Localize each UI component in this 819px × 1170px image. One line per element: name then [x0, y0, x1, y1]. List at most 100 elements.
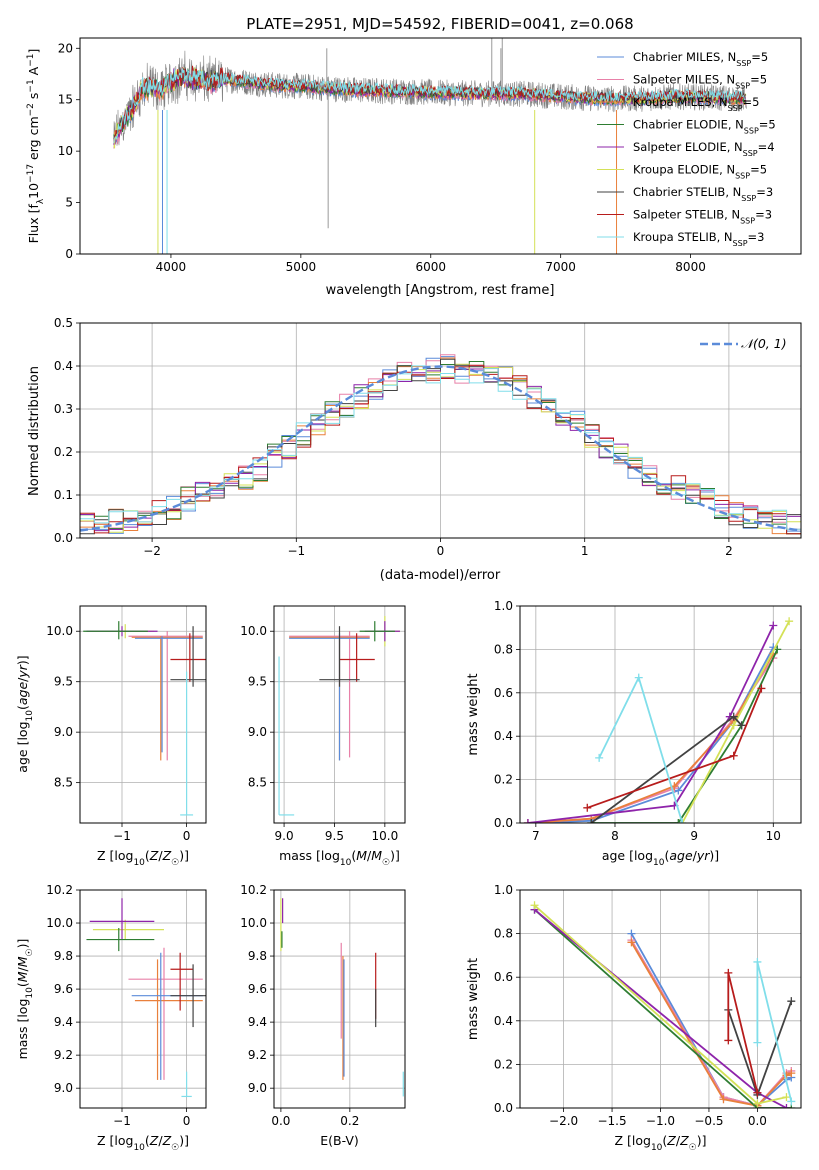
weight-marker: [787, 1069, 796, 1078]
y-axis-label-part: erg cm: [26, 116, 41, 164]
chart-spectrum: 4000 5000 6000 7000 8000 0 5 10 15 20 PLATE=2951, …: [26, 15, 802, 298]
x-tick-label: −1: [113, 1114, 131, 1128]
legend-label: Kroupa STELIB, NSSP=3: [633, 230, 764, 248]
x-axis-label-part: (: [145, 848, 150, 863]
y-axis-label-part: /: [15, 966, 30, 971]
x-tick-label: 10.0: [371, 829, 398, 843]
legend-label: Salpeter STELIB, NSSP=3: [633, 208, 772, 226]
axes-frame: [273, 605, 406, 824]
y-axis-label-part: 10: [25, 710, 35, 722]
legend-label-base: Salpeter ELODIE, N: [633, 140, 743, 154]
legend-label: Kroupa ELODIE, NSSP=5: [633, 163, 767, 181]
axes-frame: [79, 322, 802, 539]
chart-residuals: −2 −1 0 1 2 0.0 0.1 0.2 0.3 0.4 0.5 𝒩(0, 1) (data-mo…: [27, 316, 802, 583]
x-tick-label: 9.0: [275, 829, 294, 843]
legend-label-sub: SSP: [735, 81, 750, 90]
x-axis-label-part: M: [356, 848, 367, 863]
x-axis-label: Z [log10(Z/Z☉)]: [97, 848, 189, 868]
y-tick-label: 10.0: [46, 624, 73, 638]
weight-marker: [787, 997, 796, 1006]
legend-label-sub: SSP: [728, 104, 743, 113]
x-axis-label-part: mass [log: [279, 848, 340, 863]
legend-label-sub: SSP: [736, 59, 751, 68]
y-axis-label-part: age [log: [15, 721, 30, 772]
weight-line: [527, 625, 775, 823]
x-axis-label: Z [log10(Z/Z☉)]: [97, 1133, 189, 1153]
x-tick-label: 8: [611, 829, 619, 843]
y-axis-label-part: A: [26, 66, 41, 79]
x-tick-label: 10: [766, 829, 781, 843]
weight-line: [630, 939, 792, 1107]
y-tick-label: 9.8: [248, 949, 267, 963]
legend-label-base: Chabrier STELIB, N: [633, 185, 741, 199]
x-axis-label-part: Z: [149, 848, 159, 863]
x-tick-label: −0.5: [694, 1114, 723, 1128]
y-axis-label-part: )]: [15, 655, 30, 665]
y-axis-label-part: λ: [36, 198, 46, 204]
y-tick-label: 9.5: [54, 675, 73, 689]
weight-marker: [737, 721, 746, 730]
weight-line: [533, 908, 792, 1108]
x-axis-label: mass [log10(M/M☉)]: [279, 848, 400, 868]
y-axis-label-part: (: [15, 982, 30, 987]
y-tick-label: 5: [65, 196, 73, 210]
x-tick-label: 6000: [415, 260, 446, 274]
y-tick-label: 9.6: [248, 982, 267, 996]
y-tick-label: 9.2: [248, 1048, 267, 1062]
legend-label: Kroupa MILES, NSSP=5: [633, 95, 759, 113]
legend-label: Salpeter ELODIE, NSSP=4: [633, 140, 775, 158]
y-tick-label: 9.0: [248, 725, 267, 739]
y-tick-label: 0.0: [494, 1101, 513, 1115]
weight-marker: [729, 712, 738, 721]
x-axis-label-part: ☉: [382, 858, 390, 868]
y-tick-label: 15: [58, 93, 73, 107]
x-axis-label-part: 10: [133, 858, 145, 868]
legend-label: Chabrier STELIB, NSSP=3: [633, 185, 773, 203]
weight-marker: [719, 1095, 728, 1104]
weight-marker: [782, 1093, 791, 1102]
x-tick-label: 9: [690, 829, 698, 843]
x-tick-label: 0.2: [340, 1114, 359, 1128]
y-tick-label: 9.4: [248, 1015, 267, 1029]
weight-marker: [587, 819, 596, 823]
legend-label-sub: SSP: [744, 126, 759, 135]
y-axis-label-part: /: [15, 677, 30, 682]
chart-mass-vs-EBV: 0.0 0.2 9.0 9.2 9.4 9.6 9.8 10.0 10.2 E(B-V): [240, 883, 406, 1148]
x-axis-label-part: E(B-V): [320, 1133, 359, 1148]
weight-marker: [724, 1036, 733, 1045]
legend-label-sub: SSP: [741, 194, 756, 203]
residual-histogram: [80, 358, 801, 535]
y-tick-label: 8.5: [248, 776, 267, 790]
chart-title: PLATE=2951, MJD=54592, FIBERID=0041, z=0…: [246, 15, 633, 33]
y-tick-label: 10.0: [240, 916, 267, 930]
y-axis-label: Flux [fλ10−17 erg cm−2 s−1 A−1]: [26, 49, 46, 244]
x-tick-label: 1: [581, 544, 589, 558]
y-tick-label: 0.3: [54, 402, 73, 416]
y-tick-label: 1.0: [494, 599, 513, 613]
x-axis-label-part: )]: [179, 1133, 189, 1148]
axes-frame: [79, 37, 802, 255]
x-tick-label: −1: [113, 829, 131, 843]
legend-label-sub: SSP: [733, 239, 748, 248]
weight-marker: [753, 1088, 762, 1097]
y-tick-label: 0.4: [494, 1014, 513, 1028]
y-axis-label: mass [log10(M/M☉)]: [15, 939, 35, 1060]
legend-label-tail: =5: [743, 95, 760, 109]
y-tick-label: 0.6: [494, 970, 513, 984]
weight-marker: [634, 673, 643, 682]
y-tick-label: 0.0: [494, 816, 513, 830]
weight-line: [527, 657, 775, 823]
chart-weight-vs-Z: −2.0 −1.5 −1.0 −0.5 0.0 0.0 0.2 0.4 0.6 0.8 1.0 Z […: [466, 883, 802, 1153]
legend-label: Chabrier MILES, NSSP=5: [633, 50, 768, 68]
y-tick-label: 0.0: [54, 531, 73, 545]
y-tick-label: 0.4: [54, 359, 73, 373]
y-tick-label: 9.4: [54, 1015, 73, 1029]
x-axis-label-part: Z: [666, 1133, 676, 1148]
data-spectrum-line: [113, 50, 747, 146]
legend-label-base: Kroupa MILES, N: [633, 95, 728, 109]
y-tick-label: 0.8: [494, 927, 513, 941]
weight-marker: [782, 1104, 791, 1108]
x-tick-label: −2: [143, 544, 161, 558]
x-tick-label: −1: [287, 544, 305, 558]
x-axis-label-part: ☉: [171, 858, 179, 868]
